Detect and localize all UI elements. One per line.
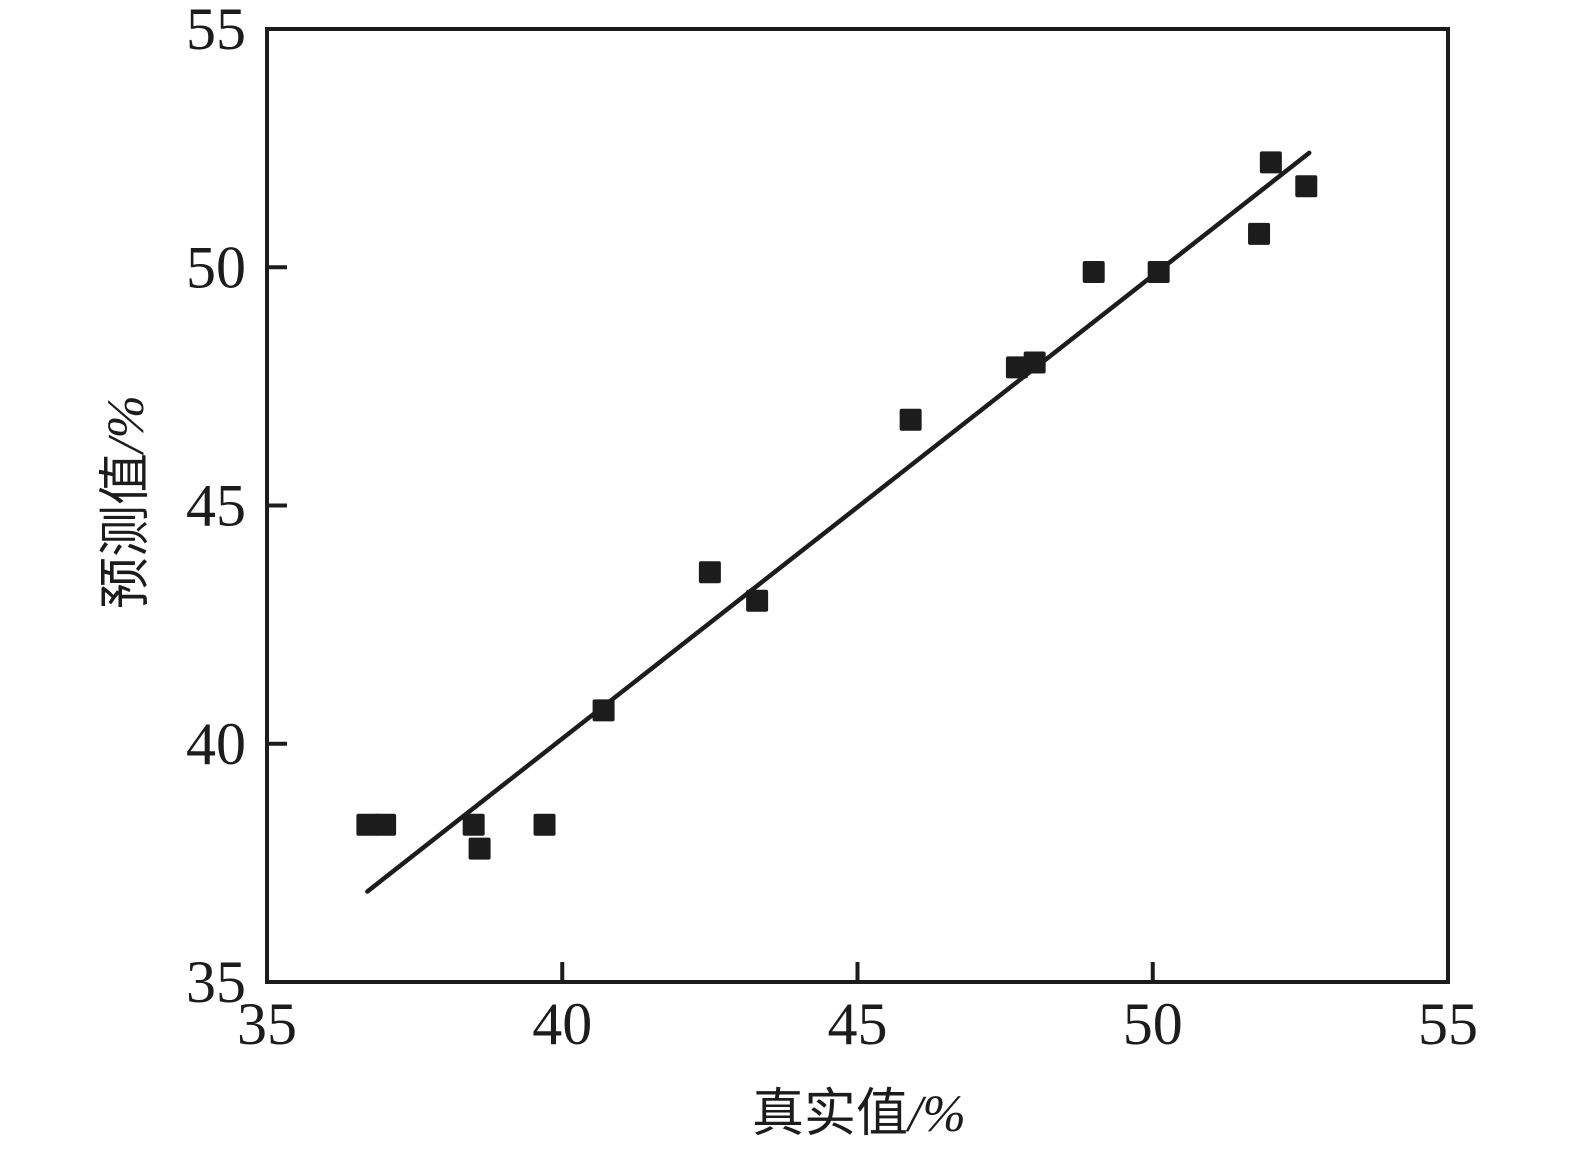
- data-point-marker: [698, 561, 721, 584]
- x-axis-label-text: 真实值: [752, 1086, 908, 1143]
- data-point-marker: [1259, 151, 1282, 174]
- data-point-marker: [1023, 351, 1046, 374]
- y-axis-label-unit: /%: [98, 395, 155, 456]
- x-axis-label-unit: /%: [905, 1086, 966, 1143]
- data-point-marker: [356, 813, 379, 836]
- data-point-marker: [1082, 261, 1105, 284]
- x-tick-label: 50: [1123, 991, 1183, 1057]
- y-axis-title: 预测值 /%: [98, 395, 155, 609]
- y-tick-label: 45: [186, 473, 246, 539]
- data-point-marker: [899, 408, 922, 431]
- plot-frame: [265, 27, 1450, 984]
- x-tick-label: 40: [532, 991, 592, 1057]
- data-point-marker: [533, 813, 556, 836]
- data-point-marker: [1005, 356, 1028, 379]
- y-tick-label: 50: [186, 234, 246, 300]
- y-tick-label: 35: [186, 949, 246, 1015]
- x-axis-title: 真实值 /%: [752, 1086, 966, 1143]
- x-tick-label: 35: [237, 991, 297, 1057]
- y-tick-label: 40: [186, 711, 246, 777]
- data-point-marker: [746, 589, 769, 612]
- data-point-marker: [468, 837, 491, 860]
- data-point-marker: [592, 699, 615, 722]
- data-point-marker: [374, 813, 397, 836]
- x-tick-label: 45: [828, 991, 888, 1057]
- data-point-marker: [462, 813, 485, 836]
- data-point-marker: [1147, 261, 1170, 284]
- y-axis-label-text: 预测值: [98, 453, 155, 609]
- x-tick-label: 55: [1418, 991, 1478, 1057]
- plot-area: 35 40 45 50 55 35 40 45 50 55: [186, 0, 1478, 1057]
- y-tick-label: 55: [186, 0, 246, 62]
- data-point-marker: [1248, 222, 1271, 245]
- data-point-marker: [1295, 175, 1318, 198]
